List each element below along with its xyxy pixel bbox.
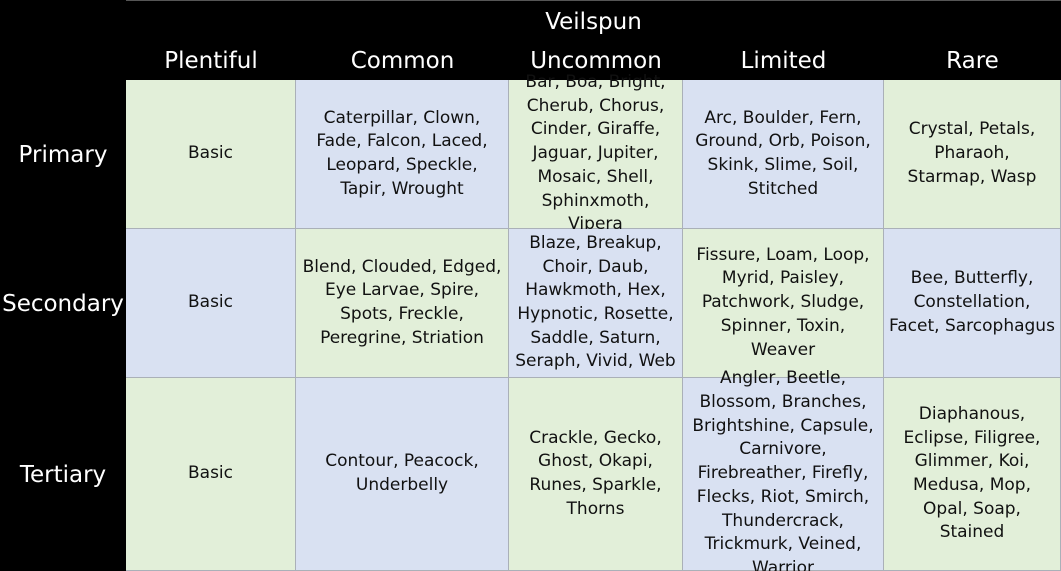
table-cell: Caterpillar, Clown, Fade, Falcon, Laced,… xyxy=(296,80,509,229)
row-header-primary: Primary xyxy=(0,80,126,229)
table-cell: Angler, Beetle, Blossom, Branches, Brigh… xyxy=(683,368,884,571)
cell-text: Diaphanous, Eclipse, Filigree, Glimmer, … xyxy=(903,403,1041,543)
table-cell: Blend, Clouded, Edged, Eye Larvae, Spire… xyxy=(296,229,509,378)
table-cell: Bar, Boa, Bright, Cherub, Chorus, Cinder… xyxy=(509,72,683,234)
cell-text: Basic xyxy=(187,292,233,313)
table-cell: Bee, Butterfly, Constellation, Facet, Sa… xyxy=(884,229,1061,378)
cell-text: Crystal, Petals, Pharaoh, Starmap, Wasp xyxy=(907,119,1037,187)
table-cell: Diaphanous, Eclipse, Filigree, Glimmer, … xyxy=(884,378,1061,571)
column-header-plentiful: Plentiful xyxy=(164,48,258,74)
cell-text: Contour, Peacock, Underbelly xyxy=(325,451,479,495)
cell-text: Basic xyxy=(187,463,233,484)
column-header-common: Common xyxy=(350,48,455,74)
cell-text: Crackle, Gecko, Ghost, Okapi, Runes, Spa… xyxy=(529,427,662,519)
column-header-uncommon: Uncommon xyxy=(530,48,662,74)
cell-text: Basic xyxy=(187,143,233,164)
table-cell: Crystal, Petals, Pharaoh, Starmap, Wasp xyxy=(884,80,1061,229)
table-header: Veilspun Plentiful Common Uncommon Limit… xyxy=(126,0,1061,80)
table-cell: Fissure, Loam, Loop, Myrid, Paisley, Pat… xyxy=(683,229,884,378)
table-cell: Blaze, Breakup, Choir, Daub, Hawkmoth, H… xyxy=(509,229,683,378)
table-cell: Basic xyxy=(126,80,296,229)
cell-text: Angler, Beetle, Blossom, Branches, Brigh… xyxy=(692,368,874,571)
column-header-rare: Rare xyxy=(946,48,999,74)
cell-text: Arc, Boulder, Fern, Ground, Orb, Poison,… xyxy=(695,107,871,199)
table-title: Veilspun xyxy=(545,9,642,35)
row-header-secondary: Secondary xyxy=(0,229,126,378)
cell-text: Caterpillar, Clown, Fade, Falcon, Laced,… xyxy=(316,107,488,199)
table-cell: Basic xyxy=(126,378,296,571)
cell-text: Bar, Boa, Bright, Cherub, Chorus, Cinder… xyxy=(525,72,666,235)
cell-text: Fissure, Loam, Loop, Myrid, Paisley, Pat… xyxy=(696,244,870,360)
column-header-limited: Limited xyxy=(740,48,827,74)
table-cell: Contour, Peacock, Underbelly xyxy=(296,378,509,571)
cell-text: Bee, Butterfly, Constellation, Facet, Sa… xyxy=(889,268,1055,336)
table-cell: Basic xyxy=(126,229,296,378)
row-header-tertiary: Tertiary xyxy=(0,378,126,571)
table-corner xyxy=(0,0,126,80)
table-cell: Crackle, Gecko, Ghost, Okapi, Runes, Spa… xyxy=(509,378,683,571)
cell-text: Blaze, Breakup, Choir, Daub, Hawkmoth, H… xyxy=(515,232,676,372)
cell-text: Blend, Clouded, Edged, Eye Larvae, Spire… xyxy=(302,256,502,348)
table-cell: Arc, Boulder, Fern, Ground, Orb, Poison,… xyxy=(683,80,884,229)
